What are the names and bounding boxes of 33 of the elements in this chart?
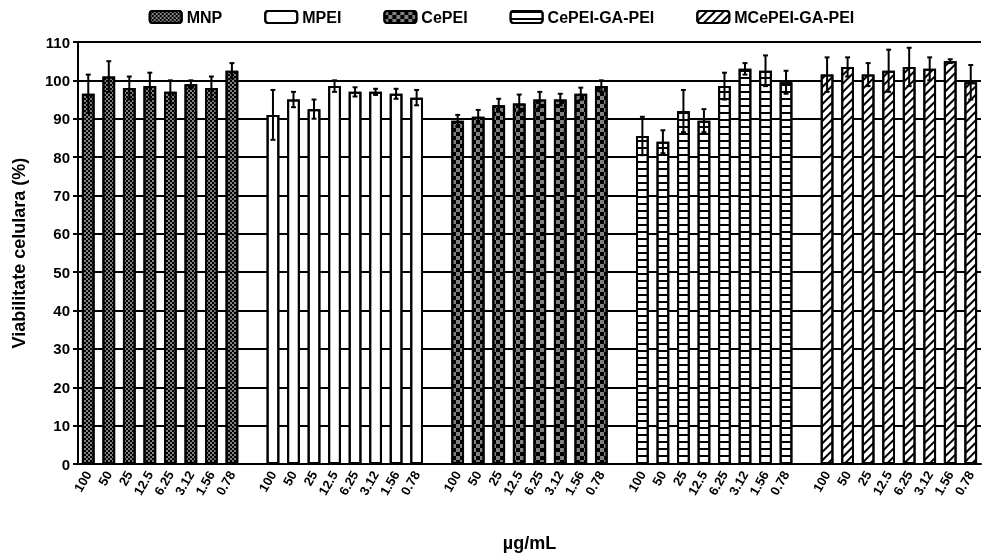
y-tick-label: 80: [53, 148, 70, 166]
y-tick-label: 0: [61, 455, 70, 473]
x-tick-label: 50: [649, 468, 670, 489]
x-tick-label: 25: [115, 468, 136, 489]
x-tick-label: 25: [669, 468, 690, 489]
x-tick-label: 50: [279, 468, 300, 489]
legend-label: MCePEI-GA-PEI: [734, 8, 855, 26]
y-tick-label: 40: [53, 302, 70, 320]
y-tick-label: 30: [53, 340, 70, 358]
legend-label: CePEI: [421, 8, 468, 26]
x-tick-label: 100: [625, 468, 649, 495]
y-tick-label: 70: [53, 186, 70, 204]
y-axis-title: Viabilitate celulara (%): [9, 157, 29, 349]
x-tick-label: 25: [854, 468, 875, 489]
y-tick-label: 110: [45, 33, 70, 51]
legend-label: CePEI-GA-PEI: [547, 8, 655, 26]
x-tick-label: 100: [70, 468, 95, 495]
y-tick-label: 90: [53, 110, 70, 128]
x-tick-label: 50: [833, 468, 855, 489]
x-tick-label: 50: [95, 468, 116, 489]
x-tick-label: 100: [809, 468, 834, 495]
y-tick-label: 20: [53, 378, 70, 396]
y-tick-label: 100: [44, 71, 70, 89]
legend-label: MPEI: [302, 8, 342, 26]
y-tick-label: 50: [53, 263, 70, 281]
x-axis-title: µg/mL: [502, 533, 557, 553]
x-tick-label: 100: [440, 468, 465, 495]
x-tick-label: 25: [300, 468, 321, 489]
y-tick-label: 10: [53, 417, 70, 435]
y-tick-label: 60: [53, 225, 70, 243]
x-tick-label: 50: [464, 468, 485, 489]
x-tick-label: 100: [255, 468, 280, 495]
legend-label: MNP: [186, 8, 223, 26]
